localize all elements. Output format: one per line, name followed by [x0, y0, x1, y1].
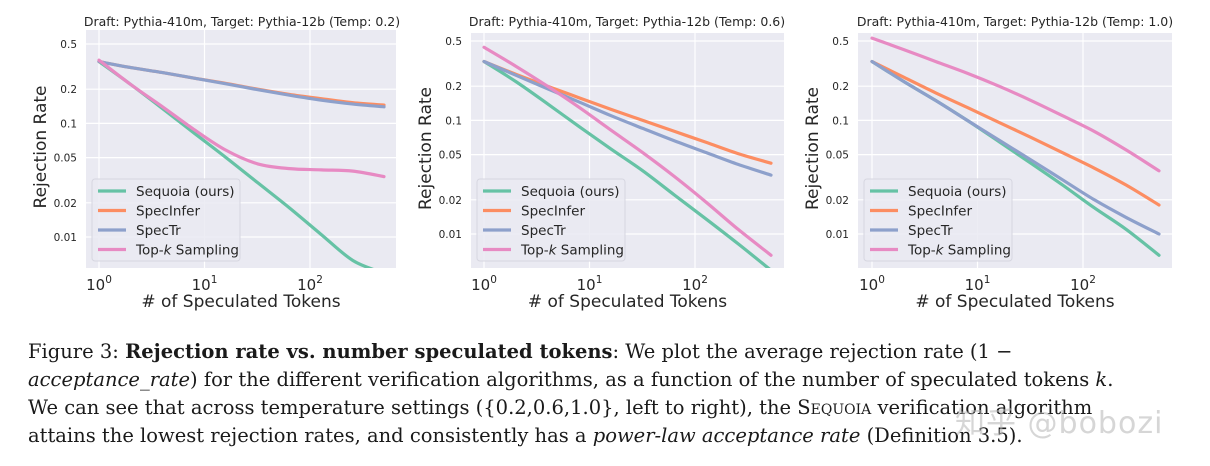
- caption-title: Rejection rate vs. number speculated tok…: [125, 340, 613, 363]
- legend-label: Sequoia (ours): [136, 184, 235, 200]
- series-line: [482, 45, 773, 257]
- watermark: 知乎 @bobozi: [955, 406, 1164, 441]
- series-line: [97, 58, 386, 179]
- legend-box: [476, 178, 626, 262]
- y-tick-label: 0.02: [826, 195, 849, 207]
- y-tick-label: 0.05: [54, 153, 77, 165]
- chart-temp-0-6: Draft: Pythia-410m, Target: Pythia-12b (…: [0, 0, 805, 324]
- chart-title: Draft: Pythia-410m, Target: Pythia-12b (…: [857, 14, 1173, 29]
- chart-svg: Draft: Pythia-410m, Target: Pythia-12b (…: [31, 14, 400, 312]
- caption-line-4: attains the lowest rejection rates, and …: [28, 422, 1188, 450]
- caption-line-3: We can see that across temperature setti…: [28, 394, 1188, 422]
- y-tick-label: 0.2: [60, 84, 77, 96]
- legend-label: Sequoia (ours): [521, 184, 620, 200]
- x-tick-label: 100: [859, 274, 885, 294]
- figure-caption: Figure 3: Rejection rate vs. number spec…: [28, 338, 1188, 450]
- series-line: [870, 59, 1161, 207]
- caption-k: k: [1095, 368, 1108, 391]
- legend-label: Top-k Sampling: [135, 243, 239, 259]
- series-line: [482, 59, 771, 268]
- y-tick-label: 0.5: [445, 36, 462, 48]
- y-tick-label: 0.05: [439, 150, 462, 162]
- caption-line-2: acceptance_rate) for the different verif…: [28, 366, 1188, 394]
- figure-label: Figure 3:: [28, 340, 119, 363]
- caption-text: ) for the different verification algorit…: [190, 368, 1096, 391]
- caption-text: .: [1107, 368, 1114, 391]
- chart-temp-0-2: Draft: Pythia-410m, Target: Pythia-12b (…: [0, 0, 405, 324]
- caption-text: attains the lowest rejection rates, and …: [28, 424, 593, 447]
- caption-text: (Definition 3.5).: [860, 424, 1023, 447]
- y-tick-label: 0.05: [826, 150, 849, 162]
- y-tick-label: 0.01: [439, 229, 462, 241]
- y-axis-label: Rejection Rate: [31, 86, 51, 209]
- y-tick-label: 0.1: [832, 115, 849, 127]
- legend-label: Top-k Sampling: [520, 243, 624, 259]
- chart-title: Draft: Pythia-410m, Target: Pythia-12b (…: [84, 14, 400, 29]
- legend-label: SpecInfer: [521, 204, 585, 220]
- y-axis-label: Rejection Rate: [416, 87, 436, 210]
- legend-label: SpecInfer: [136, 204, 200, 220]
- y-tick-label: 0.2: [445, 81, 462, 93]
- caption-italic: acceptance_rate: [28, 368, 191, 391]
- legend-label: SpecInfer: [908, 204, 972, 220]
- y-axis-label: Rejection Rate: [803, 87, 823, 210]
- y-tick-label: 0.2: [832, 81, 849, 93]
- legend-label: SpecTr: [136, 223, 181, 239]
- legend-label: SpecTr: [521, 223, 566, 239]
- y-tick-label: 0.5: [832, 36, 849, 48]
- series-line: [870, 59, 1161, 236]
- legend-box: [863, 178, 1013, 262]
- y-tick-label: 0.1: [60, 118, 77, 130]
- x-axis-label: # of Speculated Tokens: [915, 292, 1114, 312]
- legend-label: SpecTr: [908, 223, 953, 239]
- legend-label: Sequoia (ours): [908, 184, 1007, 200]
- chart-temp-1-0: Draft: Pythia-410m, Target: Pythia-12b (…: [803, 14, 1173, 312]
- chart-title: Draft: Pythia-410m, Target: Pythia-12b (…: [469, 14, 785, 29]
- series-line: [97, 59, 386, 109]
- chart-svg: Draft: Pythia-410m, Target: Pythia-12b (…: [416, 14, 785, 312]
- y-tick-label: 0.1: [445, 115, 462, 127]
- y-tick-label: 0.02: [439, 195, 462, 207]
- caption-text: : We plot the average rejection rate (1 …: [612, 340, 1013, 363]
- y-tick-label: 0.5: [60, 39, 77, 51]
- y-tick-label: 0.01: [826, 229, 849, 241]
- series-line: [870, 36, 1161, 173]
- caption-italic: power-law acceptance rate: [592, 424, 861, 447]
- legend-label: Top-k Sampling: [907, 243, 1011, 259]
- chart-svg: Draft: Pythia-410m, Target: Pythia-12b (…: [803, 14, 1173, 312]
- y-tick-label: 0.02: [54, 198, 77, 210]
- x-axis-label: # of Speculated Tokens: [141, 292, 340, 312]
- x-axis-label: # of Speculated Tokens: [528, 292, 727, 312]
- x-tick-label: 101: [965, 274, 991, 294]
- y-tick-label: 0.01: [54, 232, 77, 244]
- caption-text: verification algorithm: [871, 396, 1093, 419]
- caption-sequoia: Sequoia: [797, 396, 872, 419]
- caption-text: We can see that across temperature setti…: [28, 396, 798, 419]
- legend-box: [91, 178, 241, 262]
- series-line: [482, 59, 773, 177]
- caption-line-1: Figure 3: Rejection rate vs. number spec…: [28, 338, 1188, 366]
- x-tick-label: 102: [1070, 274, 1096, 294]
